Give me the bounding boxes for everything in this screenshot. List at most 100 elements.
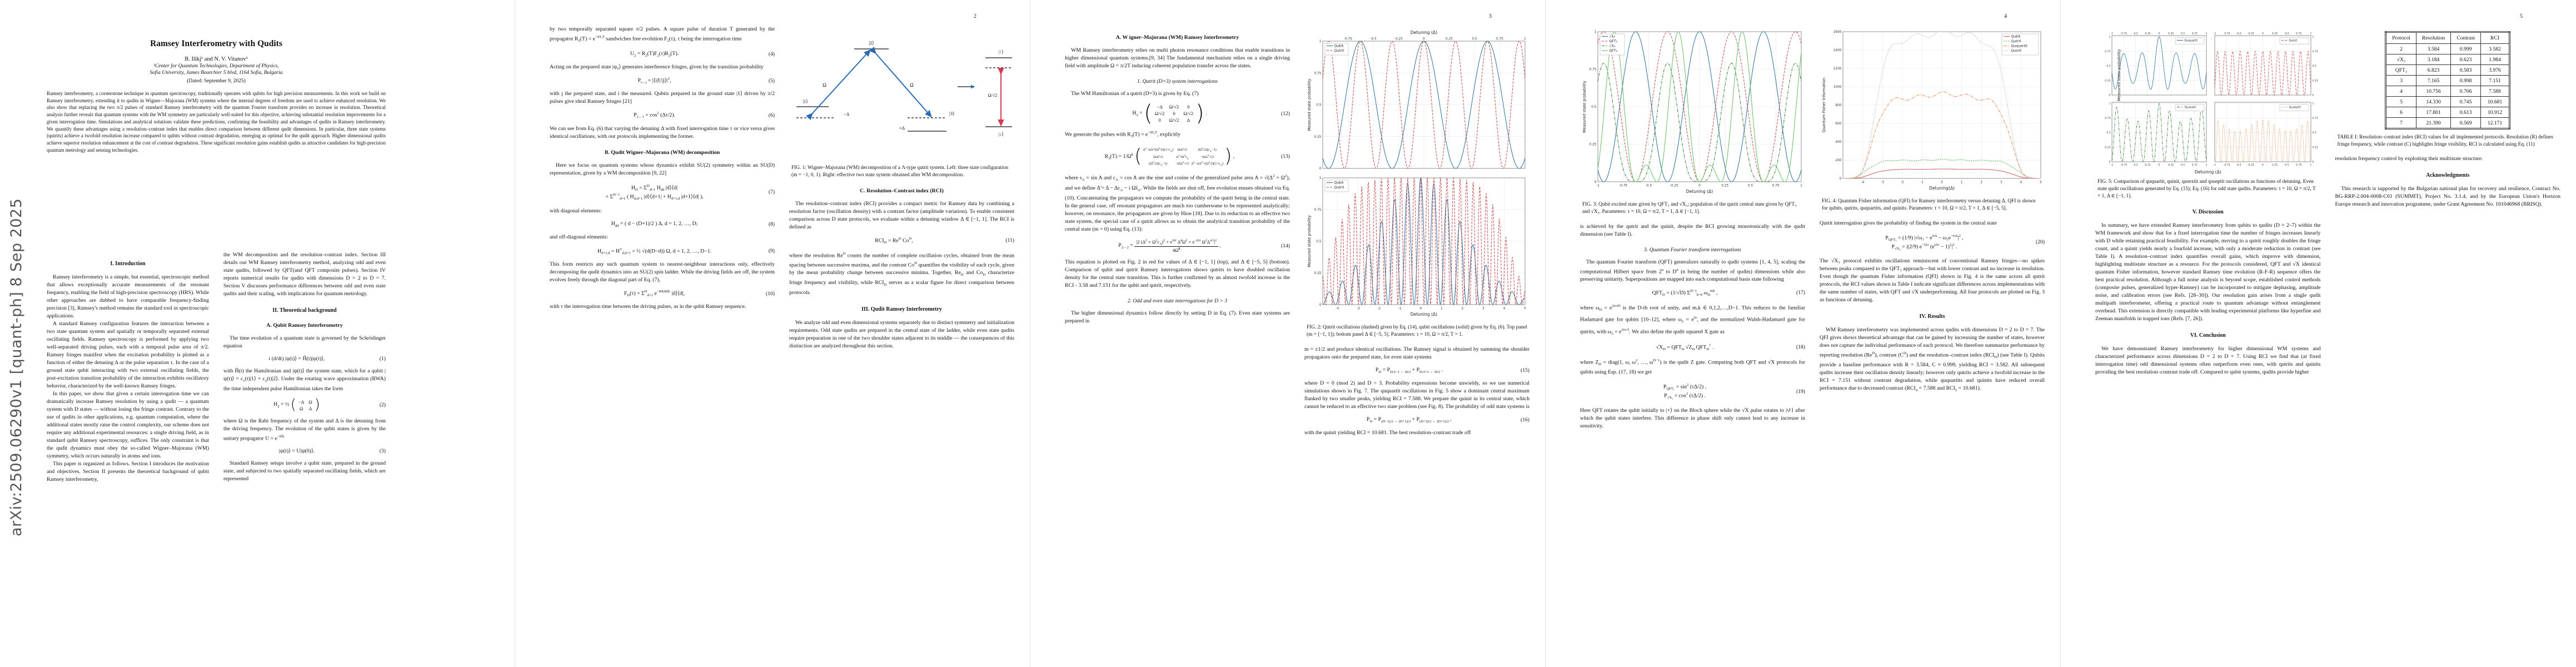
paragraph: We have demonstrated Ramsey interferomet… [2095,346,2321,376]
svg-text:0: 0 [1941,181,1943,184]
equation: P2←1 = cos2 (Δτ/2). (6) [550,111,775,119]
equation: PQFT₂ = sin2 (τΔ/2) , P√X₂ = cos2 (τΔ/2) … [1580,382,1805,401]
table-cell: 10.681 [2480,96,2510,107]
equation-number: (8) [768,221,775,228]
page-columns: A. W igner–Majorana (WM) Ramsey Interfer… [1065,26,1529,657]
equation-body: R3(T) = 1/Ω̃2 (Δ2−ΔΔ̃+(Ω2/2)(1+cA) ΩΔ̃/√2… [1104,145,1235,167]
svg-text:-0.25: -0.25 [2248,32,2254,36]
paragraph: with the quinit yielding RCI = 10.681. T… [1304,429,1471,436]
table-cell: 6 [2385,107,2416,118]
svg-text:5: 5 [2040,181,2042,184]
paragraph: We analyze odd and even dimensional syst… [789,320,1014,350]
equation-number: (6) [768,112,775,118]
svg-text:0.5: 0.5 [2106,64,2110,68]
equation-number: (14) [1281,242,1290,249]
paragraph: This form restricts any such quantum sys… [550,261,775,283]
equation-body: PD = PD/2−1 ← D/2 + PD/2+1 ← D/2 . [1375,366,1443,374]
table-cell: 0.569 [2450,117,2481,129]
paragraph: The higher dimensional dynamics follow d… [1065,310,1290,325]
paragraph: Acting on the prepared state |ψ₀⟩ genera… [550,64,764,71]
series-Qutrit [1842,158,2041,179]
paragraph: This research is supported by the Bulgar… [2335,185,2561,207]
page-number: 3 [1489,13,1492,19]
svg-text:0.75: 0.75 [2105,117,2110,120]
table-cell: 7.165 [2415,75,2452,86]
equation-number: (3) [379,448,386,455]
svg-text:Ququartit: Ququartit [2011,44,2027,48]
table-header: Protocol Resolution Contrast RCI [2385,32,2510,44]
svg-text:-1: -1 [1596,184,1600,187]
page-columns: -1 -0.75 -0.5 -0.25 0 0.25 0.5 0.75 1 0 0.25 0.5 0.7… [1580,26,2045,657]
subsection-heading: B. Qudit Wigner–Majorana (WM) decomposit… [604,149,720,156]
svg-text:1000: 1000 [1833,86,1841,89]
svg-text:0.25: 0.25 [2105,146,2110,149]
svg-text:|↓⟩: |↓⟩ [998,131,1003,137]
legend: Ququartit [2175,37,2205,44]
paragraph: We generate the pulses with R3(T) = e−iH… [1065,131,1180,139]
svg-text:-0.5: -0.5 [2236,32,2241,36]
figure-caption: FIG. 1: Wigner–Majorana (WM) decompositi… [791,165,1009,178]
equation-number: (9) [768,248,775,255]
svg-text:0.75: 0.75 [2313,50,2318,53]
matrix: (−Δ Ω/√2 0 Ω/√2 0 Ω/√2 0 Ω/√2 Δ) [1144,100,1204,126]
svg-text:0.5: 0.5 [2313,131,2316,135]
series-√X₃ [1597,63,1802,182]
svg-text:-0.5: -0.5 [1645,184,1652,187]
svg-text:0.5: 0.5 [1591,106,1597,109]
table-row: 4 10.756 0.706 7.588 [2385,86,2510,97]
svg-text:0.25: 0.25 [2168,163,2174,167]
subsection-heading: A. W igner–Majorana (WM) Ramsey Interfer… [1115,34,1239,41]
equation-body: PD = P(D−1)/2 ← (D+1)/2 + P(D+3)/2 ← (D+… [1367,416,1452,424]
svg-text:Ququartit: Ququartit [2185,39,2198,43]
table-header-cell: Contrast [2450,32,2481,44]
table-cell: 6.823 [2415,64,2452,76]
table-row: 6 17.801 0.613 10.912 [2385,107,2510,118]
svg-text:4: 4 [1503,307,1505,310]
table-row: √X₃ 3.184 0.623 1.984 [2385,54,2510,65]
svg-text:-0.5: -0.5 [2133,163,2138,167]
svg-text:-0.25: -0.25 [1394,38,1403,41]
svg-text:0: 0 [1419,307,1422,310]
svg-text:0.5: 0.5 [2181,32,2185,36]
svg-text:1: 1 [1319,177,1321,180]
svg-text:-0.75: -0.75 [2120,32,2127,36]
section-heading: III. Qudit Ramsey Interferometry [861,306,942,313]
column-2: Protocol Resolution Contrast RCI 2 3.584 0.999… [2335,26,2561,657]
svg-text:Quinit: Quinit [2011,49,2021,53]
table-cell: 7.151 [2480,75,2510,86]
series-Quseptit [2214,119,2311,162]
series-Qusextit [2111,103,2207,162]
table-cell: 3 [2385,75,2416,86]
equation-number: (12) [1281,110,1290,117]
table-header-cell: RCI [2480,32,2510,44]
table-cell: 0.745 [2450,96,2481,107]
svg-text:+Δ: +Δ [899,125,905,131]
page-3: 3 A. W igner–Majorana (WM) Ramsey Interfe… [1030,0,1546,667]
svg-text:800: 800 [1835,104,1841,107]
svg-text:1: 1 [1800,184,1802,187]
paragraph: Here we focus on quantum systems whose d… [550,162,775,176]
svg-text:0: 0 [1698,184,1701,187]
date-line: (Dated: September 9, 2025) [187,78,246,84]
svg-text:Detuning (Δ): Detuning (Δ) [1410,30,1437,35]
svg-text:5: 5 [1524,307,1526,310]
svg-text:-1: -1 [2111,32,2114,36]
paragraph: where D = 0 (mod 2) and D > 3. Probabili… [1304,380,1530,410]
equation-body: √XD = QFTD √ZD QFTD† . [1656,343,1714,351]
table-row: 7 21.390 0.569 12.171 [2385,117,2510,129]
column-2: -4 -3 -2 -1 0 1 2 3 4 5 0 200 400 600 800 1000 1200 1400 1… [1820,26,2045,657]
equation: QFTD = (1/√D) ΣD−1k=0 ωDmk , (17) [1580,289,1805,297]
paragraph: and off-diagonal elements: [550,234,608,240]
levels-diagram: |2⟩|1⟩−Δ|3⟩+ΔΩΩ|↑⟩ΔΩ/√2|↓⟩ [796,40,1023,137]
table-cell: 3.582 [2480,43,2510,54]
section-heading: I. Introduction [110,261,146,267]
equation-body: PQFT₃ = (1/9) |√ω₃ − eiτΔ − ω₃e−iτΔ|2 ,P… [1885,233,1964,251]
page-number: 4 [2004,13,2007,19]
section-heading: Acknowledgments [2426,172,2470,178]
svg-text:QFT₃: QFT₃ [1609,49,1617,53]
svg-text:3: 3 [2000,181,2002,184]
svg-text:0.75: 0.75 [2296,163,2301,167]
svg-text:2: 2 [1980,181,1982,184]
